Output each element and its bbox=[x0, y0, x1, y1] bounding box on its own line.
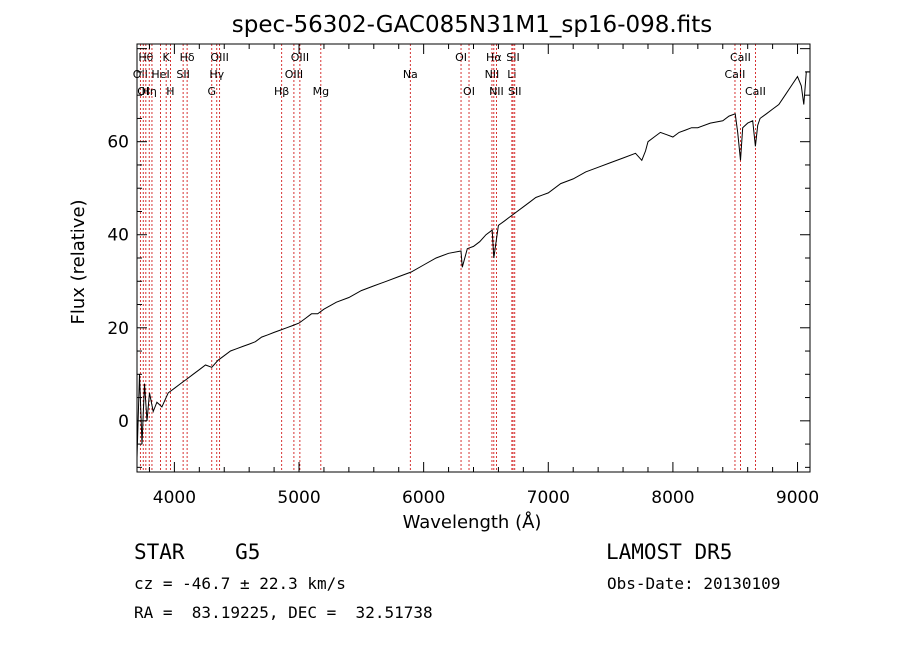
line-marker-label: Mg bbox=[313, 85, 329, 98]
line-marker-label: OIII bbox=[210, 51, 228, 64]
x-tick-label: 5000 bbox=[277, 488, 320, 508]
x-tick-label: 9000 bbox=[776, 488, 819, 508]
line-marker-label: OI bbox=[463, 85, 475, 98]
line-marker-label: SII bbox=[508, 85, 521, 98]
line-marker-label: K bbox=[163, 51, 171, 64]
line-marker-label: Na bbox=[403, 68, 418, 81]
plot-frame bbox=[136, 43, 811, 473]
line-marker-label: OI bbox=[137, 85, 149, 98]
y-axis-label: Flux (relative) bbox=[68, 199, 89, 324]
line-marker-label: Hθ bbox=[138, 51, 153, 64]
line-marker-label: SII bbox=[176, 68, 189, 81]
line-marker-label: SII bbox=[506, 51, 519, 64]
line-marker-label: Hα bbox=[486, 51, 502, 64]
line-marker-label: NII bbox=[485, 68, 500, 81]
x-tick-label: 7000 bbox=[527, 488, 570, 508]
line-marker-label: OIII bbox=[285, 68, 303, 81]
line-marker-label: OI bbox=[455, 51, 467, 64]
line-marker-label: G bbox=[208, 85, 217, 98]
line-marker-label: CaII bbox=[745, 85, 766, 98]
x-tick-label: 8000 bbox=[651, 488, 694, 508]
line-marker-label: Hβ bbox=[274, 85, 289, 98]
x-axis-label: Wavelength (Å) bbox=[403, 511, 542, 533]
line-marker-label: Hγ bbox=[209, 68, 224, 81]
spectral-line-markers: OIIOIHθHηHeIKHSIIHδGHγOIIIHβOIIIOIIIMgNa… bbox=[133, 44, 766, 472]
line-marker-label: Hδ bbox=[180, 51, 195, 64]
y-tick-label: 0 bbox=[118, 412, 129, 432]
line-marker-label: H bbox=[166, 85, 174, 98]
y-tick-label: 40 bbox=[107, 226, 129, 246]
line-marker-label: Li bbox=[507, 68, 516, 81]
x-tick-label: 6000 bbox=[402, 488, 445, 508]
x-tick-label: 4000 bbox=[153, 488, 196, 508]
classification-label: STAR G5 bbox=[134, 540, 261, 564]
y-tick-label: 60 bbox=[107, 133, 129, 153]
y-tick-label: 20 bbox=[107, 319, 129, 339]
obs-date-label: Obs-Date: 20130109 bbox=[607, 574, 781, 593]
line-marker-label: OIII bbox=[291, 51, 309, 64]
coordinates-label: RA = 83.19225, DEC = 32.51738 bbox=[134, 603, 433, 622]
axis-ticks: 4000 5000 6000 7000 8000 9000 0 20 40 60 bbox=[107, 44, 819, 508]
line-marker-label: CaII bbox=[725, 68, 746, 81]
spectrum-line bbox=[136, 71, 810, 459]
survey-label: LAMOST DR5 bbox=[606, 540, 733, 564]
line-marker-label: NII bbox=[489, 85, 504, 98]
chart-title: spec-56302-GAC085N31M1_sp16-098.fits bbox=[232, 12, 712, 38]
line-marker-label: CaII bbox=[730, 51, 751, 64]
redshift-label: cz = -46.7 ± 22.3 km/s bbox=[134, 574, 346, 593]
line-marker-label: Hη bbox=[142, 85, 157, 98]
line-marker-label: HeI bbox=[151, 68, 169, 81]
